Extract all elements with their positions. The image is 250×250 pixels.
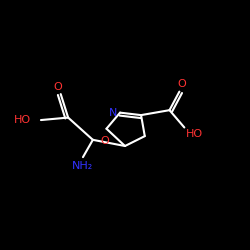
Text: NH₂: NH₂ bbox=[72, 161, 94, 171]
Text: N: N bbox=[108, 108, 117, 118]
Text: O: O bbox=[54, 82, 62, 92]
Text: O: O bbox=[178, 79, 186, 89]
Text: HO: HO bbox=[186, 129, 203, 139]
Text: O: O bbox=[101, 136, 110, 145]
Text: HO: HO bbox=[14, 115, 31, 125]
